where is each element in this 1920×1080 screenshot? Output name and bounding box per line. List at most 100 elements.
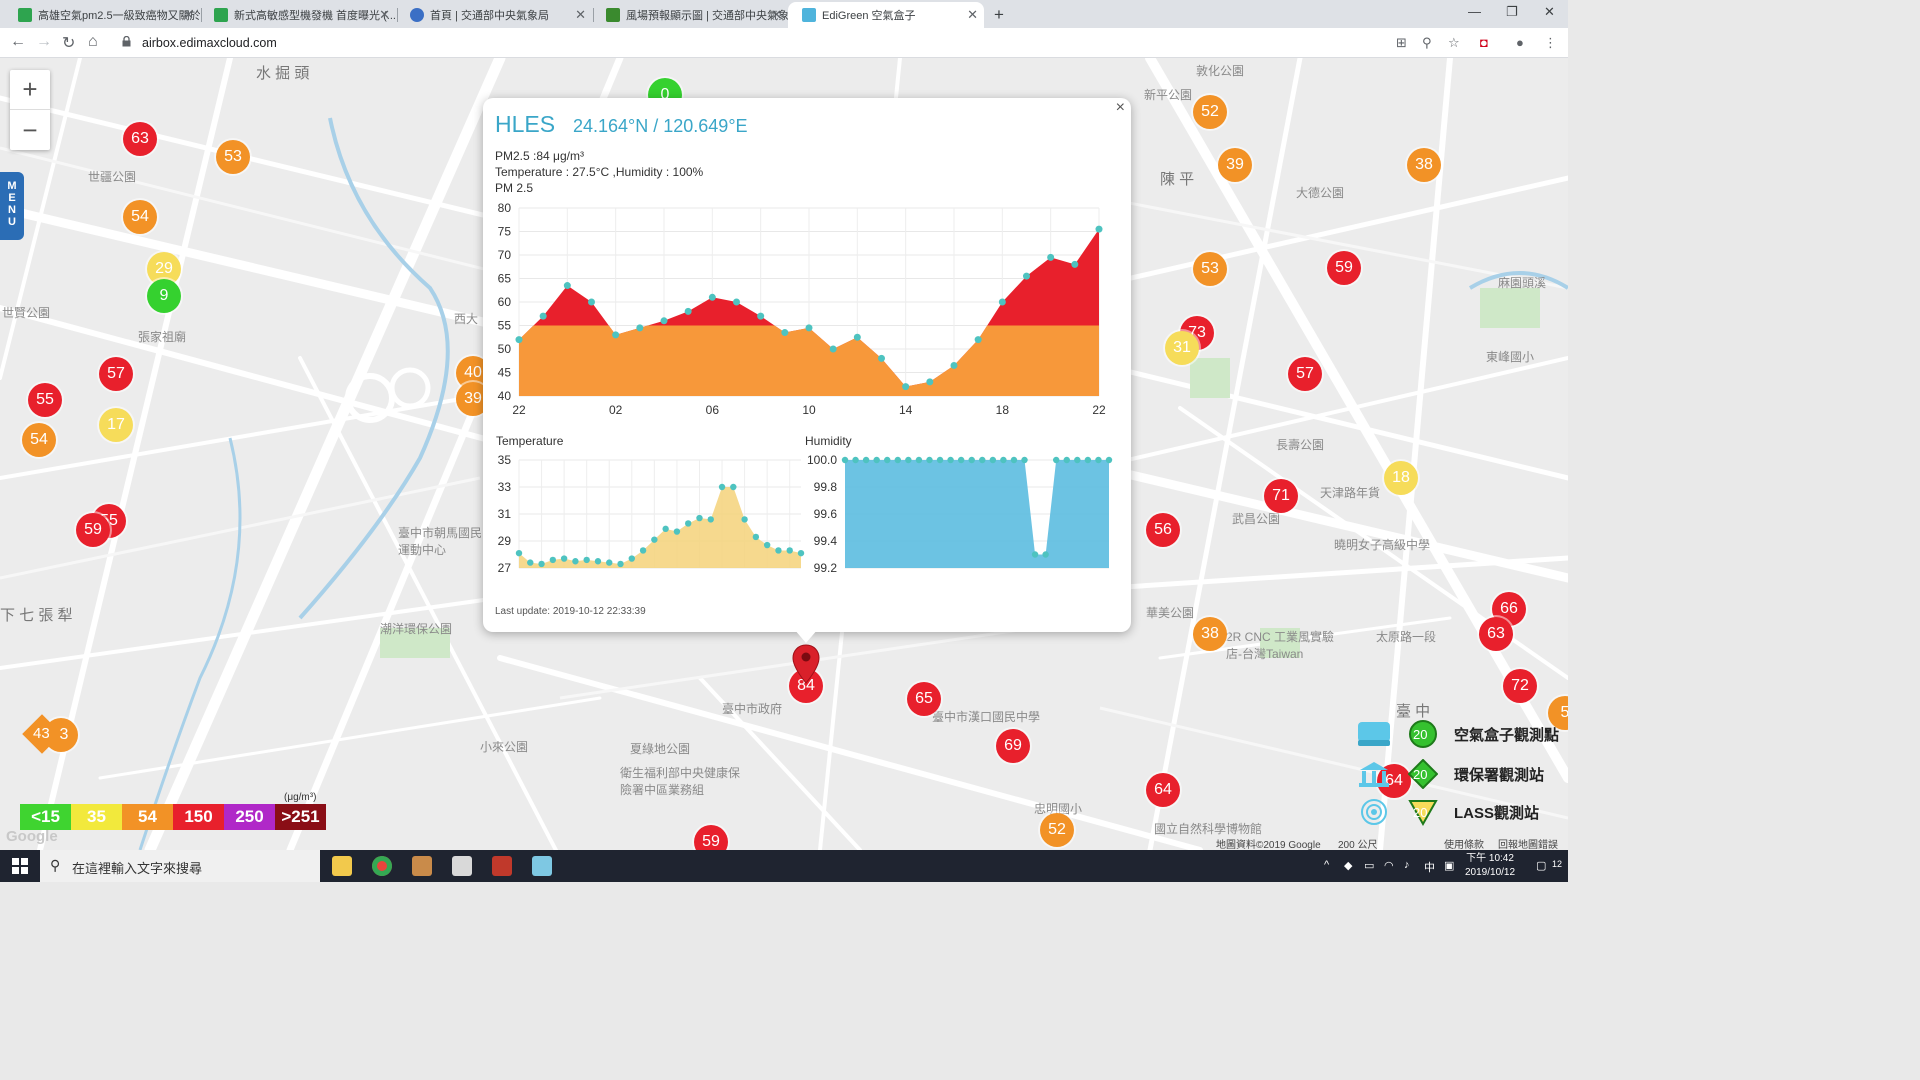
legend-value: 20	[1413, 766, 1428, 782]
tab-5-active[interactable]: EdiGreen 空氣盒子 ✕	[788, 2, 984, 28]
wifi-icon[interactable]: ◠	[1384, 860, 1394, 872]
aq-marker[interactable]: 18	[1384, 461, 1418, 495]
map-place-label: 臺中市政府	[722, 702, 783, 716]
aq-marker[interactable]: 52	[1040, 813, 1074, 847]
humidity-point	[1063, 456, 1070, 464]
aq-marker[interactable]: 59	[76, 513, 110, 547]
windows-start-icon[interactable]	[12, 858, 28, 874]
epa-station-value: 43	[33, 725, 50, 742]
aq-value: 63	[1487, 625, 1505, 642]
zoom-icon[interactable]: ⚲	[1422, 35, 1432, 50]
tray-app-icon[interactable]: ▣	[1444, 860, 1455, 872]
aq-marker[interactable]: 65	[907, 682, 941, 716]
app-icon[interactable]	[532, 856, 552, 876]
tab-1[interactable]: 高雄空氣pm2.5一級致癌物又關於... ✕	[4, 2, 200, 28]
aq-marker[interactable]: 38	[1193, 617, 1227, 651]
tab-3[interactable]: 首頁 | 交通部中央氣象局 ✕	[396, 2, 592, 28]
volume-icon[interactable]: ♪	[1404, 859, 1410, 871]
humidity-y-tick: 99.6	[814, 507, 838, 521]
bookmark-star-icon[interactable]: ☆	[1448, 35, 1460, 50]
aq-marker[interactable]: 29	[147, 252, 181, 286]
scale-level: 35	[71, 804, 122, 830]
tab-close-icon[interactable]: ✕	[575, 7, 586, 22]
report-error-link[interactable]: 回報地圖錯誤	[1498, 840, 1558, 850]
new-tab-icon[interactable]: +	[994, 5, 1004, 24]
aq-marker[interactable]: 57	[99, 357, 133, 391]
legend-epa: 20 環保署觀測站	[1356, 756, 1544, 792]
menu-button[interactable]: MENU	[0, 172, 24, 240]
aq-value: 66	[1500, 600, 1518, 617]
humidity-point	[915, 456, 923, 464]
lock-icon	[122, 36, 131, 47]
aq-marker[interactable]: 71	[1264, 479, 1298, 513]
aq-marker[interactable]: 9	[147, 279, 181, 313]
zoom-in-button[interactable]: +	[10, 70, 50, 110]
file-explorer-icon[interactable]	[332, 856, 352, 876]
taskbar-clock[interactable]: 下午 10:42 2019/10/12	[1465, 852, 1515, 880]
aq-marker[interactable]: 57	[1288, 357, 1322, 391]
aq-marker[interactable]: 72	[1503, 669, 1537, 703]
ime-indicator[interactable]: 中	[1424, 862, 1435, 874]
weather-favicon-icon	[606, 8, 620, 22]
app-icon[interactable]	[492, 856, 512, 876]
forward-icon[interactable]: →	[36, 33, 52, 50]
humidity-point	[905, 456, 912, 464]
aq-marker[interactable]: 52	[1193, 95, 1227, 129]
taskbar-search[interactable]: ⚲ 在這裡輸入文字來搜尋	[40, 850, 320, 882]
map-place-label: 世疆公園	[88, 170, 137, 184]
aq-marker[interactable]: 64	[1146, 773, 1180, 807]
aq-marker[interactable]: 54	[22, 423, 56, 457]
legend-circle-icon	[1409, 720, 1437, 748]
terms-link[interactable]: 使用條款	[1444, 840, 1484, 850]
notification-icon[interactable]: ▢	[1536, 860, 1547, 872]
app-icon[interactable]	[412, 856, 432, 876]
aq-value: 84	[797, 677, 815, 694]
popup-close-button[interactable]: ×	[1115, 99, 1125, 116]
tab-close-icon[interactable]: ✕	[183, 7, 194, 22]
aq-marker[interactable]: 53	[216, 140, 250, 174]
tab-close-icon[interactable]: ✕	[967, 7, 978, 22]
tab-4[interactable]: 風場預報顯示圖 | 交通部中央氣象... ✕	[592, 2, 788, 28]
back-icon[interactable]: ←	[10, 33, 26, 50]
window-close-icon[interactable]: ✕	[1544, 4, 1555, 19]
restore-icon[interactable]: ❐	[1506, 4, 1518, 19]
aq-marker[interactable]: 59	[694, 825, 728, 850]
aq-marker[interactable]: 69	[996, 729, 1030, 763]
aq-marker[interactable]: 59	[1327, 251, 1361, 285]
chrome-icon[interactable]	[372, 856, 392, 876]
aq-marker[interactable]: 53	[1193, 252, 1227, 286]
humidity-point	[968, 456, 975, 464]
reload-icon[interactable]: ↻	[62, 35, 76, 52]
aq-marker[interactable]: 5	[1548, 696, 1568, 730]
aq-marker[interactable]: 63	[123, 122, 157, 156]
aq-marker[interactable]: 55	[28, 383, 62, 417]
menu-kebab-icon[interactable]: ⋮	[1544, 35, 1557, 50]
humidity-point	[926, 456, 933, 464]
tab-2[interactable]: 新式高敏感型機發機 首度曝光 (... ✕	[200, 2, 396, 28]
zoom-out-button[interactable]: −	[22, 114, 38, 145]
tab-close-icon[interactable]: ✕	[379, 7, 390, 22]
aq-marker[interactable]: 17	[99, 408, 133, 442]
aq-marker[interactable]: 31	[1165, 331, 1199, 365]
epa-building-icon	[1359, 762, 1389, 787]
home-icon[interactable]: ⌂	[88, 33, 98, 50]
extension-icon[interactable]: ◘	[1480, 35, 1488, 50]
aq-marker[interactable]: 38	[1407, 148, 1441, 182]
pm25-point	[636, 324, 644, 332]
battery-icon[interactable]: ▭	[1364, 860, 1375, 872]
tray-chevron-icon[interactable]: ^	[1324, 859, 1330, 871]
tray-app-icon[interactable]: ◆	[1344, 860, 1353, 872]
account-icon[interactable]: ●	[1516, 35, 1524, 50]
aq-marker[interactable]: 54	[123, 200, 157, 234]
translate-icon[interactable]: ⊞	[1396, 35, 1407, 50]
humidity-point	[1053, 456, 1060, 464]
address-bar[interactable]: airbox.edimaxcloud.com	[112, 31, 1476, 55]
tab-close-icon[interactable]: ✕	[771, 7, 782, 22]
minimize-icon[interactable]: —	[1468, 4, 1481, 19]
map-place-label: 西大	[454, 312, 479, 326]
aq-marker[interactable]: 39	[1218, 148, 1252, 182]
location-pin-icon[interactable]	[792, 644, 820, 684]
aq-marker[interactable]: 56	[1146, 513, 1180, 547]
aq-marker[interactable]: 63	[1479, 617, 1513, 651]
app-icon[interactable]	[452, 856, 472, 876]
